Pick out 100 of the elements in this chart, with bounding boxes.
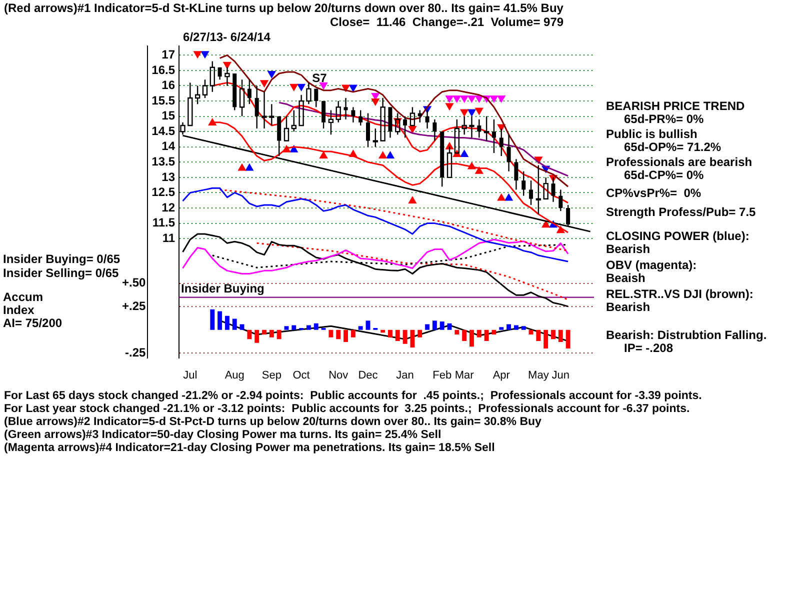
bar bbox=[276, 330, 282, 340]
point bbox=[223, 62, 232, 69]
bar bbox=[432, 320, 437, 330]
candlestick bbox=[372, 128, 378, 148]
y-tick-label: 12.5 bbox=[152, 185, 176, 200]
point bbox=[475, 95, 484, 102]
x-tick-label: Jun bbox=[552, 369, 570, 382]
text: For Last year stock changed -21.1% or -3.12 points: Public accounts for 3.25 points.; Professionals account for -6.37 points. bbox=[4, 403, 691, 416]
point bbox=[475, 108, 484, 115]
candlestick bbox=[239, 79, 245, 117]
y-tick-label: 17 bbox=[162, 47, 176, 62]
point bbox=[201, 51, 209, 58]
point bbox=[468, 95, 476, 102]
x-tick-label: Dec bbox=[358, 369, 378, 382]
x-tick-label: Mar bbox=[454, 369, 474, 382]
bar bbox=[492, 330, 496, 335]
point bbox=[408, 196, 416, 204]
bar bbox=[232, 318, 237, 330]
bar bbox=[262, 330, 266, 335]
text: Bearish: Distrubtion Falling. bbox=[606, 328, 767, 342]
bar bbox=[447, 323, 452, 330]
bar bbox=[484, 330, 489, 342]
text: OBV (magenta): bbox=[606, 258, 698, 272]
bar bbox=[306, 325, 311, 330]
point bbox=[297, 84, 306, 91]
text: Professionals are bearish bbox=[606, 155, 754, 169]
point bbox=[386, 152, 394, 159]
bar bbox=[284, 326, 289, 330]
candlestick bbox=[291, 110, 296, 132]
bar bbox=[344, 330, 348, 342]
text: BEARISH PRICE TREND bbox=[606, 99, 746, 113]
candlestick bbox=[566, 204, 570, 227]
point bbox=[460, 109, 468, 116]
point bbox=[371, 98, 380, 106]
candlestick bbox=[529, 180, 534, 206]
annotation: S7 bbox=[312, 70, 327, 85]
bar bbox=[425, 324, 430, 330]
point bbox=[378, 152, 387, 159]
point bbox=[452, 95, 461, 102]
candlestick bbox=[522, 170, 526, 196]
bar bbox=[402, 330, 408, 344]
candlestick bbox=[477, 118, 482, 138]
bar bbox=[218, 311, 222, 330]
bar bbox=[366, 320, 370, 330]
text: (Magenta arrows)#4 Indicator=21-day Closing Power ma penetrations. Its gain= 18.5% Sell bbox=[4, 442, 496, 455]
y-tick-label: 11 bbox=[162, 230, 176, 245]
candlestick bbox=[284, 116, 290, 142]
bar bbox=[566, 330, 570, 348]
y-tick-label: 16 bbox=[162, 78, 176, 92]
x-tick-label: Sep bbox=[262, 369, 282, 382]
point bbox=[490, 95, 498, 102]
candlestick bbox=[269, 103, 274, 126]
candlestick bbox=[247, 79, 252, 105]
point bbox=[446, 142, 454, 150]
point bbox=[408, 126, 416, 134]
point bbox=[194, 51, 202, 58]
y-tick-label: 13.5 bbox=[152, 154, 176, 168]
bar bbox=[521, 326, 526, 330]
bar bbox=[440, 322, 444, 330]
bar bbox=[328, 330, 334, 338]
candlestick bbox=[506, 134, 511, 172]
point bbox=[245, 164, 254, 171]
candlestick bbox=[328, 110, 334, 136]
bar bbox=[506, 324, 512, 330]
text: 65d-OP%= 71.2% bbox=[623, 140, 722, 154]
candlestick bbox=[484, 116, 490, 142]
text: For Last 65 days stock changed -21.2% or -2.94 points: Public accounts for .45 points.; Professionals account for -3.39 points. bbox=[4, 390, 702, 403]
x-tick-label: Feb bbox=[432, 369, 452, 382]
candlestick bbox=[499, 128, 504, 157]
point bbox=[475, 166, 484, 174]
text: CLOSING POWER (blue): bbox=[606, 229, 750, 243]
y-tick-label: 14.5 bbox=[152, 124, 176, 138]
bar bbox=[470, 330, 474, 347]
text: Bearish bbox=[606, 300, 652, 314]
bar bbox=[336, 330, 341, 340]
point bbox=[320, 82, 328, 90]
bar bbox=[380, 330, 386, 333]
text: Strength Profess/Pub= 7.5 bbox=[606, 204, 757, 218]
y-tick-label: 11.5 bbox=[152, 216, 176, 230]
candlestick bbox=[492, 118, 496, 154]
text: Beaish bbox=[606, 270, 646, 284]
candlestick bbox=[194, 85, 200, 105]
bar bbox=[358, 326, 363, 330]
text: Bearish bbox=[606, 242, 652, 256]
bar bbox=[558, 330, 563, 342]
candlestick bbox=[432, 118, 437, 142]
bar bbox=[462, 330, 467, 342]
point bbox=[208, 118, 216, 126]
bar bbox=[388, 330, 392, 338]
point bbox=[460, 150, 468, 158]
text: AI= 75/200 bbox=[3, 316, 62, 330]
candlestick bbox=[380, 97, 386, 142]
candlestick bbox=[322, 100, 326, 130]
point bbox=[542, 220, 550, 228]
bar bbox=[418, 330, 422, 338]
point bbox=[260, 80, 268, 88]
x-tick-label: Apr bbox=[492, 369, 510, 382]
bar bbox=[476, 330, 482, 338]
y-tick-label: 15.5 bbox=[152, 93, 176, 108]
text: (Blue arrows)#2 Indicator=5-d St-Pct-D turns up below 20/turns down over 80.. Its gain= 30.8% Buy bbox=[4, 416, 542, 429]
